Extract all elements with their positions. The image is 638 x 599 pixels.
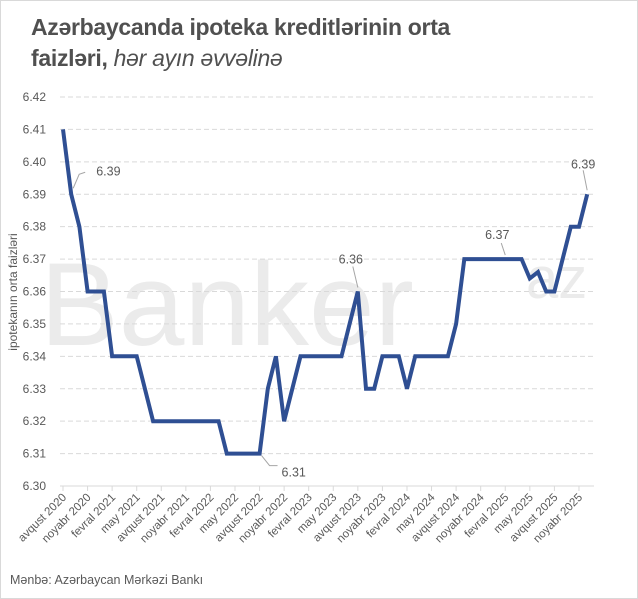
y-tick-label: 6.41 [23,122,47,136]
title-line-2: faizləri, hər ayın əvvəlinə [31,43,591,74]
title-subtitle: hər ayın əvvəlinə [107,45,283,71]
data-label: 6.39 [571,157,595,171]
series-line [61,129,590,456]
y-tick-label: 6.33 [23,382,47,396]
y-axis-label: ipotekanın orta faizləri [6,233,20,350]
y-tick-label: 6.38 [23,220,47,234]
data-labels: 6.39 6.31 6.36 6.37 6.39 [72,157,595,480]
y-tick-label: 6.40 [23,155,47,169]
y-tick-label: 6.34 [23,349,47,363]
title-bold-part: faizləri, [31,45,108,71]
leader-line [261,455,278,467]
source-note: Mənbə: Azərbaycan Mərkəzi Bankı [10,573,204,587]
y-tick-label: 6.36 [23,285,47,299]
y-tick-label: 6.32 [23,414,47,428]
title-line-1: Azərbaycanda ipoteka kreditlərinin orta [31,14,451,40]
y-tick-label: 6.42 [23,90,47,104]
y-tick-label: 6.39 [23,187,47,201]
data-label: 6.31 [282,466,306,480]
y-tick-label: 6.35 [23,317,47,331]
y-tick-label: 6.31 [23,447,47,461]
line-chart: Banker az 6.306.316.326.336.346.356.366.3… [6,90,595,545]
chart-title: Azərbaycanda ipoteka kreditlərinin orta … [31,12,591,74]
leader-line [352,266,359,288]
data-label: 6.36 [339,253,363,267]
y-axis: 6.30 6.31 6.32 6.33 6.34 6.35 6.36 6.37 6.38 6.39… [23,90,47,493]
data-label: 6.37 [485,228,509,242]
watermark-text: Banker [40,239,414,371]
y-tick-label: 6.30 [23,479,47,493]
data-label: 6.39 [96,164,120,178]
leader-line [582,170,588,191]
leader-line [72,171,86,189]
watermark: Banker az [40,239,587,371]
leader-line [500,242,506,256]
y-tick-label: 6.37 [23,252,47,266]
